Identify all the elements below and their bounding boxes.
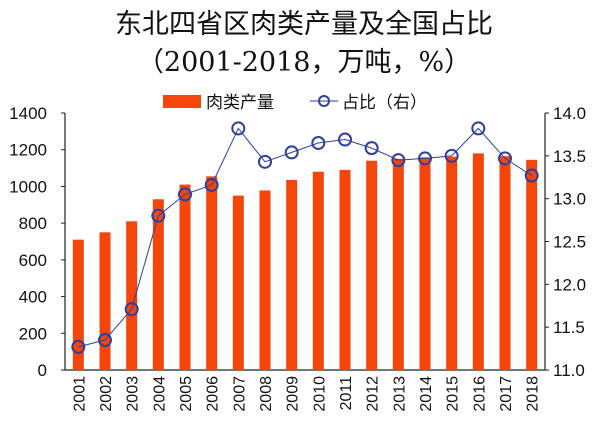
ratio-point-2009 [284,145,299,160]
right-tick-label: 14.0 [553,104,586,123]
left-tick-label: 400 [19,288,47,307]
x-tick-label: 2001 [71,376,88,412]
x-tick-label: 2010 [311,376,328,412]
ratio-point-2017 [498,151,512,166]
right-tick-label: 11.5 [553,318,585,337]
ratio-point-2006 [204,177,219,192]
bar-2014 [419,157,431,370]
ratio-point-2010 [311,135,326,150]
bar-2010 [312,171,324,370]
bar-2003 [126,221,138,370]
bar-2017 [499,156,511,370]
bar-2009 [286,180,298,370]
ratio-point-2016 [471,121,486,136]
right-tick-label: 12.0 [553,275,586,294]
bar-2012 [366,160,378,370]
ratio-point-2013 [391,153,406,168]
ratio-point-2011 [338,132,352,147]
ratio-point-2002 [98,333,112,348]
bar-2006 [206,176,218,370]
bar-2004 [152,199,164,370]
chart-subtitle: （2001-2018，万吨，%） [136,47,472,78]
x-tick-label: 2012 [365,376,382,412]
x-tick-label: 2009 [285,376,302,412]
bar-2001 [72,239,84,370]
bar-2002 [99,232,111,370]
x-tick-label: 2002 [98,376,115,412]
x-tick-label: 2014 [418,376,435,412]
ratio-point-2003 [124,302,139,317]
right-tick-label: 13.5 [553,147,586,166]
ratio-point-2007 [231,121,246,136]
x-tick-label: 2004 [151,376,168,412]
x-tick-label: 2018 [525,376,542,412]
bar-2016 [472,153,484,370]
ratio-point-2008 [258,154,272,169]
x-tick-label: 2016 [471,376,488,412]
left-tick-label: 1200 [9,141,47,160]
ratio-point-2004 [151,208,166,223]
x-tick-label: 2003 [125,376,142,412]
bar-2018 [526,159,538,370]
legend-line-label: 占比（右） [342,93,427,112]
bar-2015 [446,156,458,370]
right-tick-label: 13.0 [553,190,586,209]
x-tick-label: 2015 [445,376,462,412]
left-tick-label: 0 [38,361,47,380]
left-tick-label: 200 [19,324,47,343]
ratio-point-2001 [71,339,86,354]
ratio-line [78,127,532,348]
x-tick-label: 2013 [391,376,408,412]
bar-2008 [259,190,271,370]
x-tick-label: 2007 [231,376,248,412]
left-tick-label: 800 [19,214,47,233]
ratio-point-2005 [178,187,192,202]
chart-title: 东北四省区肉类产量及全国占比 [115,9,493,40]
x-tick-label: 2008 [258,376,275,412]
left-tick-label: 600 [19,251,47,270]
left-tick-label: 1000 [9,177,47,196]
legend-line-marker [318,95,330,107]
x-tick-label: 2011 [338,376,355,411]
bar-2007 [232,195,244,370]
x-tick-label: 2005 [178,376,195,412]
bar-2011 [339,169,351,370]
bar-2005 [179,184,191,370]
x-tick-label: 2006 [205,376,222,412]
ratio-point-2015 [444,148,459,163]
legend-bar-label: 肉类产量 [206,93,274,112]
left-tick-label: 1400 [9,104,47,123]
ratio-point-2018 [524,168,539,183]
x-tick-label: 2017 [498,376,515,412]
right-tick-label: 12.5 [553,233,586,252]
legend-bar-swatch [163,95,201,108]
ratio-point-2014 [418,151,432,166]
bar-2013 [392,158,404,370]
right-tick-label: 11.0 [553,361,585,380]
ratio-point-2012 [364,141,379,156]
